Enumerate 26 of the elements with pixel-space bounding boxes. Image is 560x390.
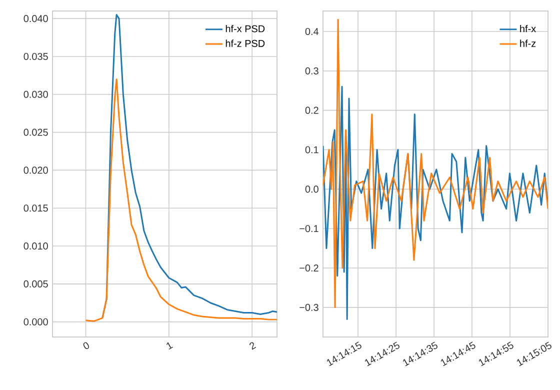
y-tick-label: 0.010 bbox=[24, 242, 48, 250]
y-tick-label: 0.025 bbox=[24, 128, 48, 136]
line-series bbox=[323, 86, 548, 320]
y-tick-label: −0.2 bbox=[300, 264, 318, 272]
line-series bbox=[323, 18, 548, 308]
y-tick-label: 0.035 bbox=[24, 52, 48, 60]
y-tick-label: 0.2 bbox=[305, 106, 318, 114]
x-tick-label: 2 bbox=[250, 342, 256, 350]
y-tick-label: 0.1 bbox=[305, 146, 318, 154]
y-tick-label: −0.1 bbox=[300, 225, 318, 232]
y-tick-label: 0.030 bbox=[24, 90, 48, 98]
x-tick-label: 1 bbox=[166, 342, 173, 350]
y-tick-label: 0.0 bbox=[305, 186, 318, 193]
legend-label: hf-x PSD bbox=[226, 24, 265, 32]
legend-label: hf-x bbox=[520, 24, 536, 32]
y-tick-label: 0.015 bbox=[24, 204, 48, 212]
legend-label: hf-z bbox=[520, 40, 536, 47]
y-tick-label: −0.3 bbox=[300, 304, 318, 311]
y-tick-label: 0.4 bbox=[305, 28, 319, 36]
y-tick-label: 0.020 bbox=[24, 166, 48, 174]
legend-label: hf-z PSD bbox=[226, 40, 265, 47]
y-tick-label: 0.005 bbox=[24, 280, 48, 288]
x-tick-label: 0 bbox=[83, 342, 90, 350]
y-tick-label: 0.040 bbox=[24, 15, 48, 22]
y-tick-label: 0.000 bbox=[24, 318, 48, 326]
y-tick-label: 0.3 bbox=[305, 67, 318, 74]
